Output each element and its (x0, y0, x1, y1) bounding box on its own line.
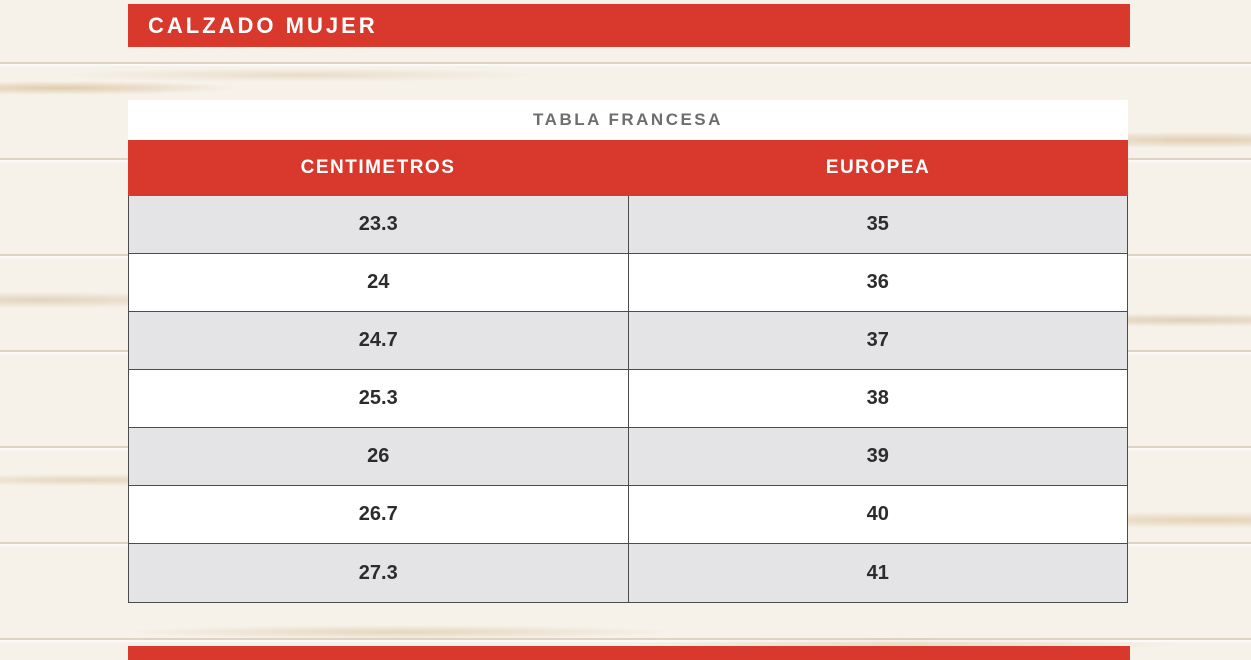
table-row: 25.3 38 (129, 370, 1127, 428)
table-row: 26.7 40 (129, 486, 1127, 544)
table-row: 23.3 35 (129, 196, 1127, 254)
column-header-europea: EUROPEA (825, 157, 931, 178)
table-row: 26 39 (129, 428, 1127, 486)
page-title-banner: CALZADO MUJER (128, 4, 1130, 47)
table-header-row: CENTIMETROS EUROPEA (128, 140, 1128, 196)
table-body: 23.3 35 24 36 24.7 37 25.3 38 26 39 26.7… (128, 196, 1128, 603)
table-row: 24.7 37 (129, 312, 1127, 370)
table-row: 27.3 41 (129, 544, 1127, 602)
cell-centimetros: 26.7 (129, 486, 629, 543)
cell-centimetros: 24 (129, 254, 629, 311)
size-conversion-table: TABLA FRANCESA CENTIMETROS EUROPEA 23.3 … (128, 100, 1128, 603)
cell-europea: 36 (866, 271, 889, 293)
table-row: 24 36 (129, 254, 1127, 312)
bottom-banner (128, 646, 1130, 660)
cell-centimetros: 25.3 (129, 370, 629, 427)
page-title: CALZADO MUJER (148, 12, 378, 38)
column-header-centimetros: CENTIMETROS (300, 157, 456, 178)
cell-centimetros: 27.3 (129, 544, 629, 602)
cell-europea: 39 (866, 445, 889, 467)
cell-europea: 35 (866, 213, 889, 235)
table-title: TABLA FRANCESA (128, 100, 1128, 140)
cell-europea: 37 (866, 329, 889, 351)
cell-europea: 38 (866, 387, 889, 409)
cell-europea: 41 (866, 561, 889, 584)
cell-centimetros: 26 (129, 428, 629, 485)
cell-europea: 40 (866, 503, 889, 525)
cell-centimetros: 23.3 (129, 196, 629, 253)
cell-centimetros: 24.7 (129, 312, 629, 369)
